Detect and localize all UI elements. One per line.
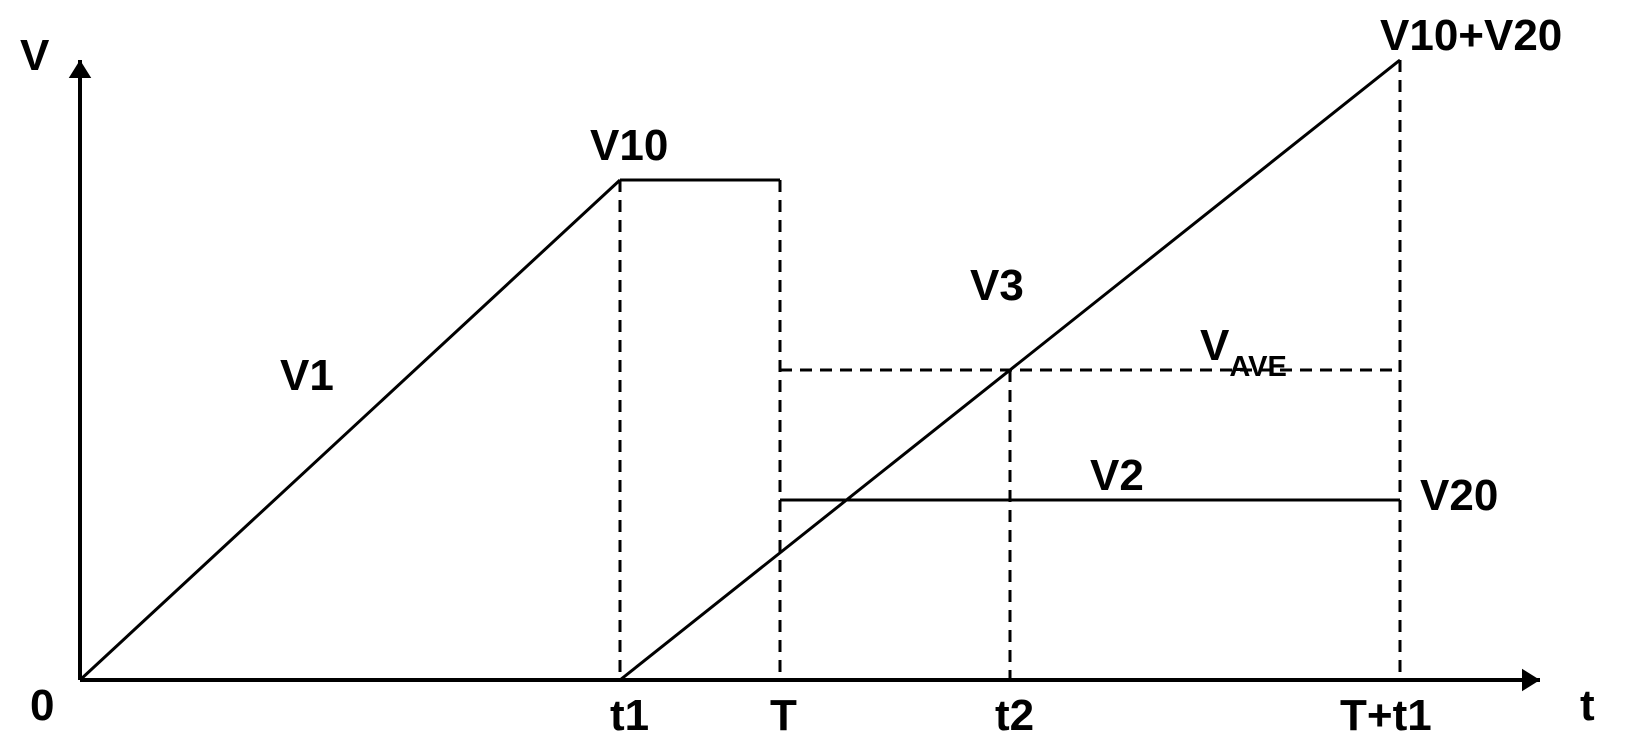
svg-text:T: T — [770, 691, 797, 740]
svg-text:T+t1: T+t1 — [1340, 691, 1432, 740]
svg-text:V3: V3 — [970, 261, 1024, 310]
svg-text:V20: V20 — [1420, 471, 1498, 520]
svg-text:V1: V1 — [280, 351, 334, 400]
svg-text:V: V — [20, 31, 50, 80]
svg-text:t1: t1 — [610, 691, 649, 740]
svg-text:t: t — [1580, 681, 1595, 730]
svg-text:t2: t2 — [995, 691, 1034, 740]
svg-text:V10+V20: V10+V20 — [1380, 11, 1562, 60]
voltage-time-diagram: Vt0V1V10V2V20V3V10+V20t1Tt2T+t1VAVE — [0, 0, 1627, 746]
svg-text:V10: V10 — [590, 121, 668, 170]
svg-text:V2: V2 — [1090, 451, 1144, 500]
diagram-container: Vt0V1V10V2V20V3V10+V20t1Tt2T+t1VAVE — [0, 0, 1627, 746]
svg-text:0: 0 — [30, 681, 54, 730]
